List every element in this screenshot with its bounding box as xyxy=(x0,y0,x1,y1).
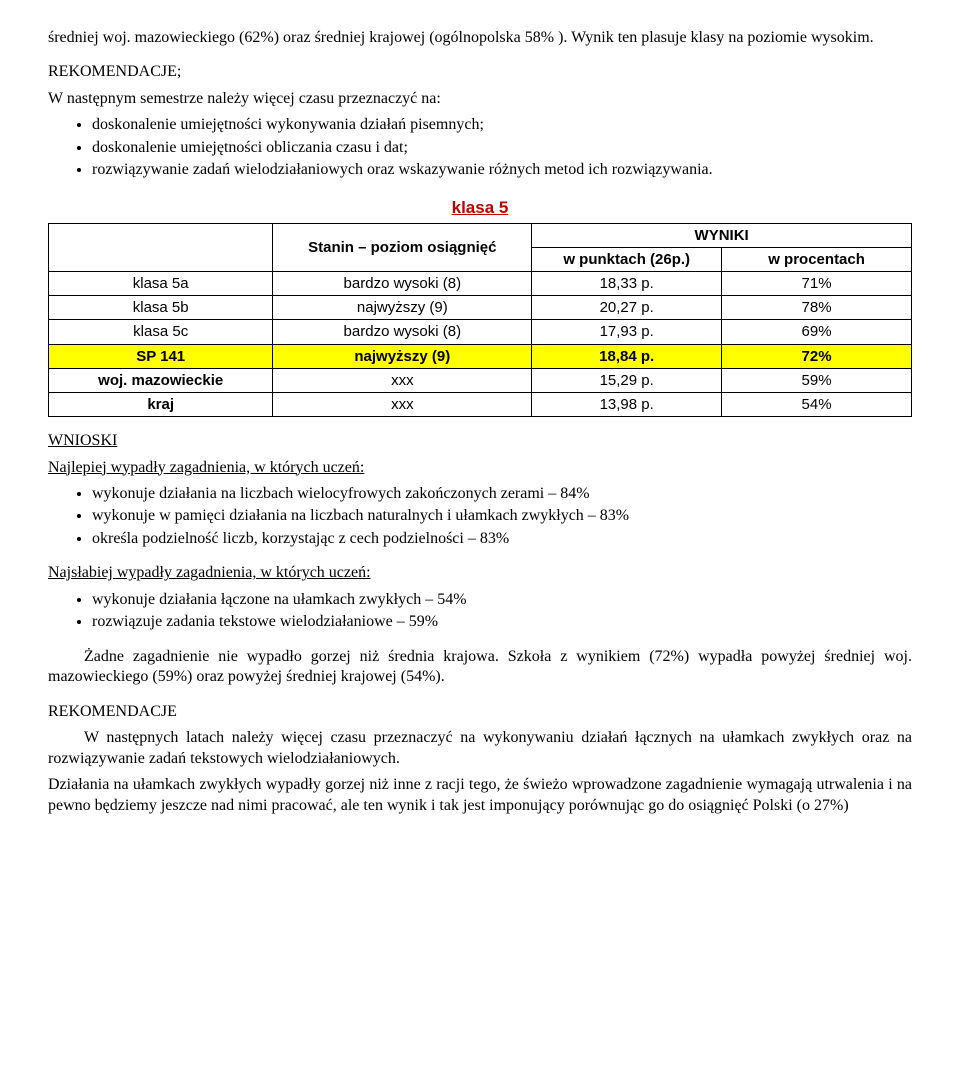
table-row: klasa 5abardzo wysoki (8)18,33 p.71% xyxy=(49,271,912,295)
list-item: wykonuje działania łączone na ułamkach z… xyxy=(92,590,912,610)
list-item: doskonalenie umiejętności wykonywania dz… xyxy=(92,115,912,135)
table-cell: 20,27 p. xyxy=(532,296,722,320)
table-cell: kraj xyxy=(49,392,273,416)
results-table: Stanin – poziom osiągnięć WYNIKI w punkt… xyxy=(48,223,912,418)
table-cell: 17,93 p. xyxy=(532,320,722,344)
table-cell: 69% xyxy=(722,320,912,344)
table-row: krajxxx13,98 p.54% xyxy=(49,392,912,416)
table-header-stanin: Stanin – poziom osiągnięć xyxy=(273,223,532,271)
wnioski-best-list: wykonuje działania na liczbach wielocyfr… xyxy=(48,484,912,549)
list-item: wykonuje działania na liczbach wielocyfr… xyxy=(92,484,912,504)
table-cell: xxx xyxy=(273,368,532,392)
table-cell: 13,98 p. xyxy=(532,392,722,416)
table-cell: 78% xyxy=(722,296,912,320)
rekomendacje-2-p1: W następnych latach należy więcej czasu … xyxy=(48,728,912,769)
table-title: klasa 5 xyxy=(48,197,912,219)
table-cell: 72% xyxy=(722,344,912,368)
table-row: klasa 5bnajwyższy (9)20,27 p.78% xyxy=(49,296,912,320)
wnioski-worst-list: wykonuje działania łączone na ułamkach z… xyxy=(48,590,912,633)
rekomendacje-2-p2: Działania na ułamkach zwykłych wypadły g… xyxy=(48,775,912,816)
table-cell: xxx xyxy=(273,392,532,416)
table-header-punkty: w punktach (26p.) xyxy=(532,247,722,271)
table-cell: klasa 5c xyxy=(49,320,273,344)
table-cell: woj. mazowieckie xyxy=(49,368,273,392)
wnioski-summary: Żadne zagadnienie nie wypadło gorzej niż… xyxy=(48,647,912,688)
table-header-procenty: w procentach xyxy=(722,247,912,271)
table-cell: 15,29 p. xyxy=(532,368,722,392)
table-header-row: Stanin – poziom osiągnięć WYNIKI xyxy=(49,223,912,247)
table-cell: najwyższy (9) xyxy=(273,296,532,320)
table-cell: bardzo wysoki (8) xyxy=(273,271,532,295)
table-cell: 54% xyxy=(722,392,912,416)
table-cell: bardzo wysoki (8) xyxy=(273,320,532,344)
table-cell: klasa 5a xyxy=(49,271,273,295)
table-cell: klasa 5b xyxy=(49,296,273,320)
table-row: woj. mazowieckiexxx15,29 p.59% xyxy=(49,368,912,392)
list-item: rozwiązuje zadania tekstowe wielodziałan… xyxy=(92,612,912,632)
wnioski-best-lead: Najlepiej wypadły zagadnienia, w których… xyxy=(48,458,912,478)
list-item: wykonuje w pamięci działania na liczbach… xyxy=(92,506,912,526)
table-cell: 71% xyxy=(722,271,912,295)
table-cell: najwyższy (9) xyxy=(273,344,532,368)
wnioski-heading: WNIOSKI xyxy=(48,431,912,451)
table-row: klasa 5cbardzo wysoki (8)17,93 p.69% xyxy=(49,320,912,344)
table-header-empty xyxy=(49,223,273,271)
list-item: doskonalenie umiejętności obliczania cza… xyxy=(92,138,912,158)
table-cell: SP 141 xyxy=(49,344,273,368)
rekomendacje-1-heading: REKOMENDACJE; xyxy=(48,62,912,82)
table-cell: 18,33 p. xyxy=(532,271,722,295)
list-item: rozwiązywanie zadań wielodziałaniowych o… xyxy=(92,160,912,180)
table-cell: 59% xyxy=(722,368,912,392)
rekomendacje-1-list: doskonalenie umiejętności wykonywania dz… xyxy=(48,115,912,180)
rekomendacje-2-heading: REKOMENDACJE xyxy=(48,702,912,722)
list-item: określa podzielność liczb, korzystając z… xyxy=(92,529,912,549)
intro-paragraph: średniej woj. mazowieckiego (62%) oraz ś… xyxy=(48,28,912,48)
table-cell: 18,84 p. xyxy=(532,344,722,368)
rekomendacje-1-lead: W następnym semestrze należy więcej czas… xyxy=(48,89,912,109)
wnioski-worst-lead: Najsłabiej wypadły zagadnienia, w któryc… xyxy=(48,563,912,583)
table-header-wyniki: WYNIKI xyxy=(532,223,912,247)
table-row: SP 141najwyższy (9)18,84 p.72% xyxy=(49,344,912,368)
